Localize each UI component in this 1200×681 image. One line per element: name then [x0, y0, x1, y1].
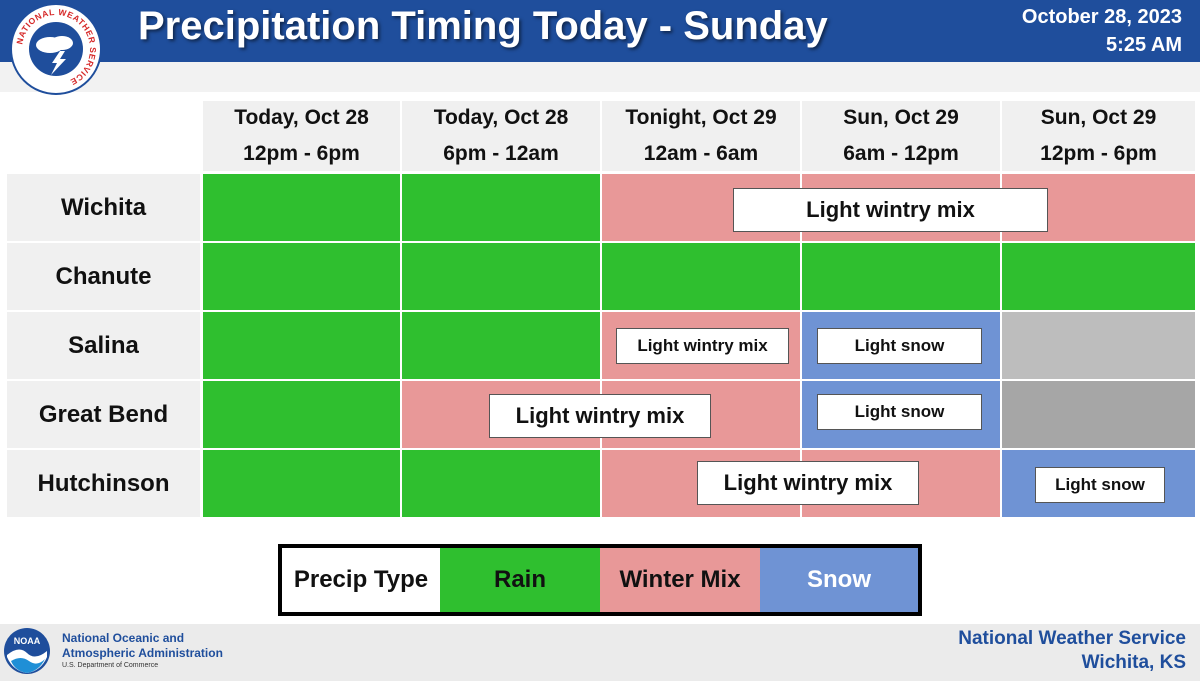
cell-none [1002, 381, 1195, 448]
column-header-time: 6pm - 12am [443, 142, 559, 165]
column-header-day: Today, Oct 28 [234, 106, 369, 129]
column-header-day: Today, Oct 28 [433, 106, 569, 129]
legend-winter-mix: Winter Mix [600, 548, 760, 612]
column-header: Sun, Oct 29 6am - 12pm [802, 101, 1000, 171]
row-header-great-bend: Great Bend [7, 381, 200, 448]
cell-rain [602, 243, 800, 310]
nws-office-location: Wichita, KS [1081, 652, 1186, 673]
cell-none [1002, 312, 1195, 379]
cell-rain [402, 243, 600, 310]
header-time: 5:25 AM [1106, 34, 1182, 56]
cell-rain [402, 174, 600, 241]
precip-label-snow: Light snow [1035, 467, 1165, 503]
column-header: Sun, Oct 29 12pm - 6pm [1002, 101, 1195, 171]
precip-label-wintry-mix: Light wintry mix [697, 461, 919, 505]
cell-rain [402, 312, 600, 379]
column-header-day: Sun, Oct 29 [1040, 106, 1157, 129]
noaa-logo-text: NOAA [14, 636, 41, 646]
precip-label-snow: Light snow [817, 394, 982, 430]
column-header-day: Tonight, Oct 29 [625, 106, 777, 129]
column-header-time: 12am - 6am [643, 142, 759, 165]
header-bar [0, 0, 1200, 62]
cell-rain [802, 243, 1000, 310]
column-header: Tonight, Oct 29 12am - 6am [602, 101, 800, 171]
row-header-wichita: Wichita [7, 174, 200, 241]
column-header-day: Sun, Oct 29 [843, 106, 959, 129]
cell-rain [203, 174, 400, 241]
noaa-name-line1: National Oceanic and [62, 631, 185, 645]
precip-label-wintry-mix: Light wintry mix [733, 188, 1048, 232]
cell-rain [203, 312, 400, 379]
cell-rain [203, 243, 400, 310]
row-header-hutchinson: Hutchinson [7, 450, 200, 517]
precip-label-snow: Light snow [817, 328, 982, 364]
cell-rain [203, 450, 400, 517]
legend: Precip Type Rain Winter Mix Snow [278, 544, 922, 616]
cell-rain [1002, 243, 1195, 310]
noaa-name-line2: Atmospheric Administration [62, 646, 223, 660]
legend-snow: Snow [760, 548, 918, 612]
column-header: Today, Oct 28 6pm - 12am [402, 101, 600, 171]
header-strip [0, 62, 1200, 92]
header-date: October 28, 2023 [1021, 6, 1182, 28]
page-title: Precipitation Timing Today - Sunday [138, 4, 828, 48]
cell-rain [203, 381, 400, 448]
cell-rain [402, 450, 600, 517]
footer-bar [0, 624, 1200, 681]
legend-rain: Rain [440, 548, 600, 612]
legend-title: Precip Type [282, 548, 440, 612]
precip-label-wintry-mix: Light wintry mix [489, 394, 711, 438]
noaa-logo-icon: NOAA [4, 628, 50, 674]
column-header-time: 12pm - 6pm [1040, 142, 1157, 165]
column-header: Today, Oct 28 12pm - 6pm [203, 101, 400, 171]
row-header-chanute: Chanute [7, 243, 200, 310]
row-header-salina: Salina [7, 312, 200, 379]
column-header-time: 12pm - 6pm [243, 142, 360, 165]
column-header-time: 6am - 12pm [843, 142, 959, 165]
noaa-department: U.S. Department of Commerce [62, 662, 159, 669]
precip-label-wintry-mix: Light wintry mix [616, 328, 789, 364]
nws-logo-icon: NATIONAL WEATHER SERVICE [10, 3, 102, 95]
nws-office-name: National Weather Service [958, 628, 1186, 649]
